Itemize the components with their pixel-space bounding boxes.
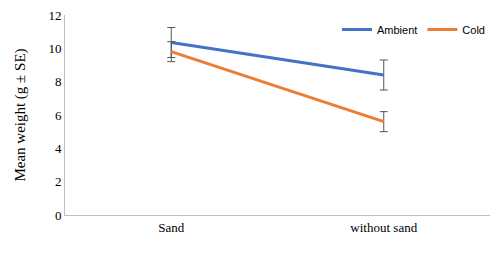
svg-text:12: 12 xyxy=(48,8,61,23)
svg-text:Cold: Cold xyxy=(462,24,485,36)
svg-text:Ambient: Ambient xyxy=(377,24,417,36)
svg-text:6: 6 xyxy=(55,108,62,123)
svg-text:Mean weight (g ± SE): Mean weight (g ± SE) xyxy=(12,48,29,181)
svg-text:without sand: without sand xyxy=(350,220,417,235)
svg-text:8: 8 xyxy=(55,74,62,89)
svg-text:0: 0 xyxy=(55,208,62,223)
svg-text:4: 4 xyxy=(55,141,62,156)
svg-text:10: 10 xyxy=(48,41,61,56)
svg-text:Sand: Sand xyxy=(158,220,185,235)
svg-text:2: 2 xyxy=(55,174,62,189)
